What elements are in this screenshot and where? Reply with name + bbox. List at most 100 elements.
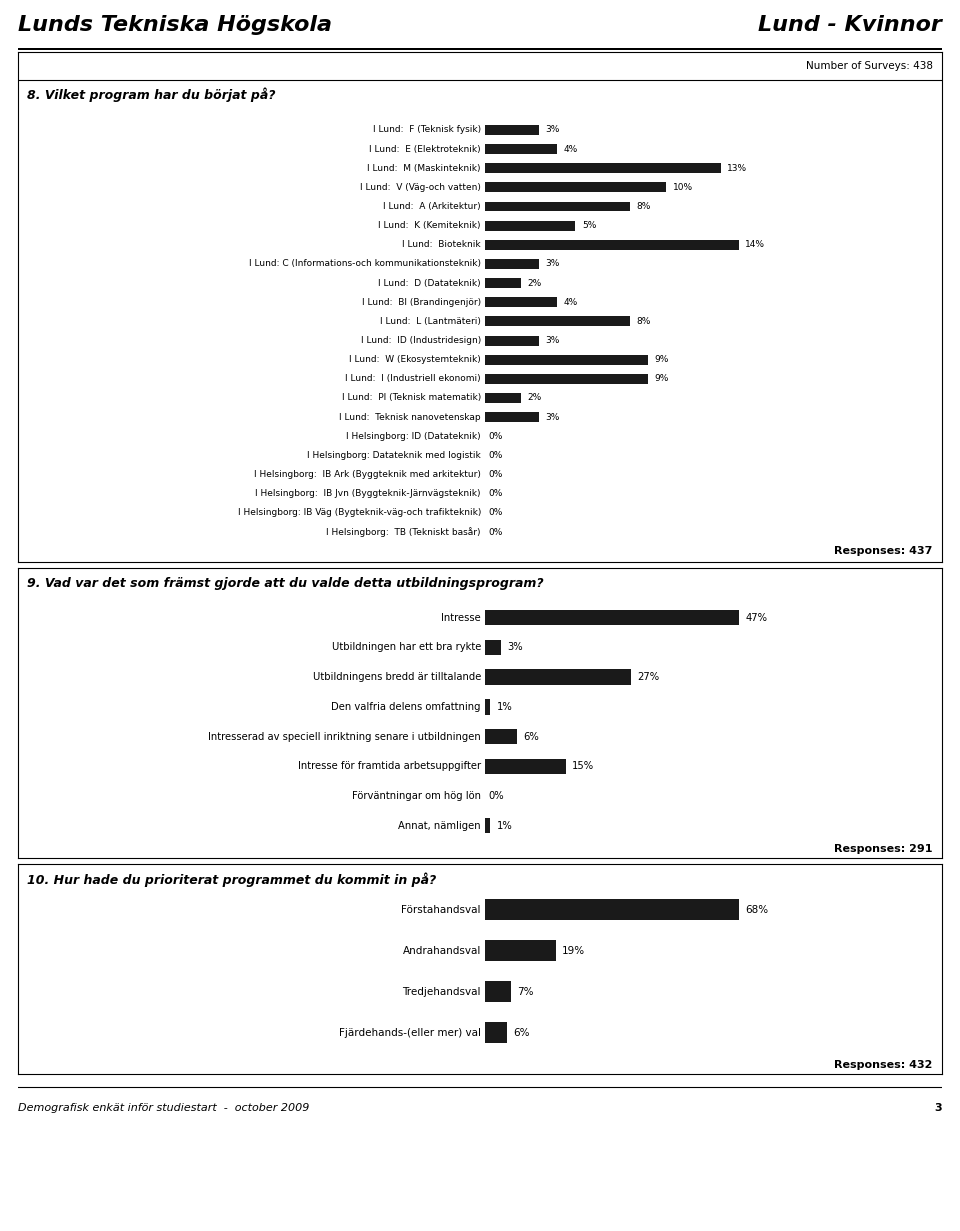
Bar (485, 670, 631, 684)
Text: I Lund:  M (Maskinteknik): I Lund: M (Maskinteknik) (368, 164, 481, 172)
Text: Andrahandsval: Andrahandsval (402, 945, 481, 955)
Text: 68%: 68% (745, 905, 768, 915)
Text: Intresse: Intresse (442, 613, 481, 623)
Bar (485, 124, 540, 135)
Text: I Lund:  I (Industriell ekonomi): I Lund: I (Industriell ekonomi) (346, 374, 481, 383)
Bar (485, 699, 490, 714)
Bar (485, 164, 721, 174)
Text: 2%: 2% (527, 278, 541, 288)
Text: 0%: 0% (489, 508, 503, 517)
Text: Responses: 437: Responses: 437 (834, 545, 933, 556)
Text: 3%: 3% (545, 126, 560, 134)
Bar (485, 819, 490, 833)
Text: Förväntningar om hög lön: Förväntningar om hög lön (352, 792, 481, 801)
Text: I Lund:  E (Elektroteknik): I Lund: E (Elektroteknik) (370, 144, 481, 154)
Bar (485, 758, 565, 774)
Text: I Helsingborg:  IB Jvn (Byggteknik-Järnvägsteknik): I Helsingborg: IB Jvn (Byggteknik-Järnvä… (255, 489, 481, 499)
Bar (485, 259, 540, 268)
Text: Demografisk enkät inför studiestart  -  october 2009: Demografisk enkät inför studiestart - oc… (18, 1103, 309, 1113)
Bar (485, 316, 630, 326)
Bar (485, 355, 648, 364)
Bar (485, 278, 521, 288)
Text: 4%: 4% (564, 144, 578, 154)
Bar (485, 202, 630, 212)
Text: Lunds Tekniska Högskola: Lunds Tekniska Högskola (18, 15, 332, 34)
Text: 10. Hur hade du prioriterat programmet du kommit in på?: 10. Hur hade du prioriterat programmet d… (27, 873, 437, 888)
Bar (485, 729, 517, 745)
Bar (485, 393, 521, 403)
Text: 2%: 2% (527, 394, 541, 403)
Text: 0%: 0% (489, 792, 504, 801)
Text: I Lund:  Bioteknik: I Lund: Bioteknik (402, 240, 481, 250)
Text: 15%: 15% (572, 761, 594, 772)
Text: Intresse för framtida arbetsuppgifter: Intresse för framtida arbetsuppgifter (298, 761, 481, 772)
Text: Number of Surveys: 438: Number of Surveys: 438 (805, 60, 933, 70)
Text: 3%: 3% (545, 412, 560, 422)
Text: 3%: 3% (545, 336, 560, 345)
Text: 1%: 1% (496, 821, 513, 831)
Text: I Helsingborg: Datateknik med logistik: I Helsingborg: Datateknik med logistik (307, 451, 481, 460)
Text: I Helsingborg: ID (Datateknik): I Helsingborg: ID (Datateknik) (347, 432, 481, 441)
Text: 0%: 0% (489, 470, 503, 479)
Text: Fjärdehands-(eller mer) val: Fjärdehands-(eller mer) val (339, 1028, 481, 1038)
Text: 9. Vad var det som främst gjorde att du valde detta utbildningsprogram?: 9. Vad var det som främst gjorde att du … (27, 576, 544, 590)
Text: Responses: 432: Responses: 432 (834, 1060, 933, 1070)
Text: I Lund:  K (Kemiteknik): I Lund: K (Kemiteknik) (378, 222, 481, 230)
Text: 8%: 8% (636, 202, 651, 211)
Text: 8. Vilket program har du börjat på?: 8. Vilket program har du börjat på? (27, 87, 276, 102)
Bar (485, 374, 648, 384)
Text: 8%: 8% (636, 316, 651, 326)
Text: 9%: 9% (655, 374, 669, 383)
Bar (485, 297, 557, 308)
Bar (485, 336, 540, 346)
Bar (485, 940, 556, 961)
Text: Utbildningens bredd är tilltalande: Utbildningens bredd är tilltalande (313, 672, 481, 682)
Text: Den valfria delens omfattning: Den valfria delens omfattning (331, 702, 481, 712)
Text: 14%: 14% (745, 240, 765, 250)
Text: 27%: 27% (637, 672, 660, 682)
Text: Responses: 291: Responses: 291 (834, 843, 933, 853)
Text: 3%: 3% (507, 643, 523, 652)
Bar (485, 220, 575, 230)
Bar (485, 1022, 507, 1043)
Bar (485, 182, 666, 192)
Text: I Lund:  PI (Teknisk matematik): I Lund: PI (Teknisk matematik) (342, 394, 481, 403)
Text: 3: 3 (934, 1103, 942, 1113)
Bar (485, 412, 540, 422)
Text: 0%: 0% (489, 528, 503, 537)
Text: 0%: 0% (489, 489, 503, 499)
Text: 5%: 5% (582, 222, 596, 230)
Text: I Lund:  D (Datateknik): I Lund: D (Datateknik) (378, 278, 481, 288)
Text: 13%: 13% (727, 164, 747, 172)
Text: 7%: 7% (517, 986, 534, 997)
Bar (485, 240, 739, 250)
Text: Intresserad av speciell inriktning senare i utbildningen: Intresserad av speciell inriktning senar… (208, 731, 481, 741)
Bar (485, 981, 511, 1002)
Text: I Lund: C (Informations-och kommunikationsteknik): I Lund: C (Informations-och kommunikatio… (249, 260, 481, 268)
Text: 3%: 3% (545, 260, 560, 268)
Bar (485, 640, 501, 655)
Text: 0%: 0% (489, 432, 503, 441)
Text: I Lund:  Teknisk nanovetenskap: I Lund: Teknisk nanovetenskap (339, 412, 481, 422)
Bar (485, 899, 739, 921)
Text: I Lund:  F (Teknisk fysik): I Lund: F (Teknisk fysik) (372, 126, 481, 134)
Text: 47%: 47% (745, 613, 767, 623)
Text: I Lund:  A (Arkitektur): I Lund: A (Arkitektur) (383, 202, 481, 211)
Text: 9%: 9% (655, 356, 669, 364)
Text: 10%: 10% (673, 183, 693, 192)
Text: Tredjehandsval: Tredjehandsval (402, 986, 481, 997)
Text: Lund - Kvinnor: Lund - Kvinnor (758, 15, 942, 34)
Text: I Helsingborg:  IB Ark (Byggteknik med arkitektur): I Helsingborg: IB Ark (Byggteknik med ar… (254, 470, 481, 479)
Text: I Lund:  ID (Industridesign): I Lund: ID (Industridesign) (361, 336, 481, 345)
Text: I Lund:  BI (Brandingenjör): I Lund: BI (Brandingenjör) (362, 298, 481, 307)
Text: I Lund:  L (Lantmäteri): I Lund: L (Lantmäteri) (380, 316, 481, 326)
Text: Utbildningen har ett bra rykte: Utbildningen har ett bra rykte (331, 643, 481, 652)
Text: I Lund:  W (Ekosystemteknik): I Lund: W (Ekosystemteknik) (349, 356, 481, 364)
Text: 0%: 0% (489, 451, 503, 460)
Text: 6%: 6% (514, 1028, 530, 1038)
Text: 6%: 6% (523, 731, 540, 741)
Bar (485, 144, 557, 154)
Text: 1%: 1% (496, 702, 513, 712)
Text: I Lund:  V (Väg-och vatten): I Lund: V (Väg-och vatten) (360, 183, 481, 192)
Text: 19%: 19% (563, 945, 586, 955)
